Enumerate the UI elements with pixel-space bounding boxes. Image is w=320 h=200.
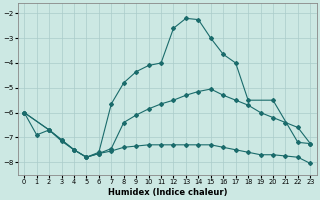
X-axis label: Humidex (Indice chaleur): Humidex (Indice chaleur) — [108, 188, 227, 197]
